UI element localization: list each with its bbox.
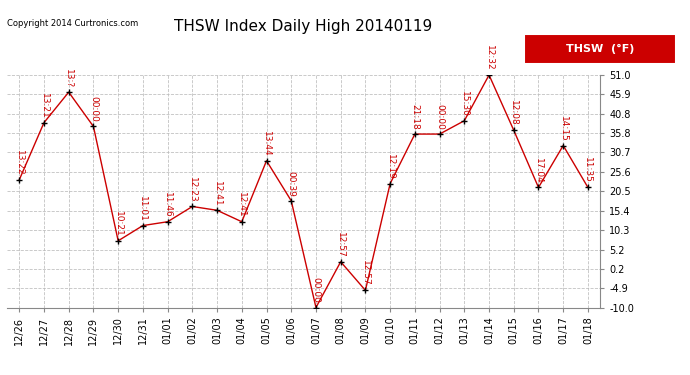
Text: 12:08: 12:08 — [509, 100, 518, 126]
Text: 13:21: 13:21 — [39, 93, 48, 118]
Text: 12:19: 12:19 — [386, 154, 395, 180]
Text: 12:57: 12:57 — [361, 260, 370, 286]
Text: 10:21: 10:21 — [114, 211, 123, 237]
Text: 11:35: 11:35 — [584, 158, 593, 183]
Text: 12:41: 12:41 — [213, 180, 221, 206]
Text: 11:01: 11:01 — [139, 195, 148, 221]
Text: 00:00: 00:00 — [89, 96, 98, 122]
Text: 12:41: 12:41 — [237, 192, 246, 217]
Text: 13:44: 13:44 — [262, 131, 271, 157]
Text: 17:04: 17:04 — [534, 158, 543, 183]
Text: 11:46: 11:46 — [163, 192, 172, 217]
Text: THSW Index Daily High 20140119: THSW Index Daily High 20140119 — [175, 19, 433, 34]
Text: 15:30: 15:30 — [460, 91, 469, 117]
Text: 21:18: 21:18 — [411, 104, 420, 130]
Text: THSW  (°F): THSW (°F) — [566, 44, 635, 54]
Text: 00:00: 00:00 — [435, 104, 444, 130]
Text: 14:15: 14:15 — [559, 116, 568, 141]
Text: Copyright 2014 Curtronics.com: Copyright 2014 Curtronics.com — [7, 19, 138, 28]
Text: 12:32: 12:32 — [484, 45, 493, 71]
Text: 12:23: 12:23 — [188, 177, 197, 203]
Text: 00:39: 00:39 — [287, 171, 296, 196]
Text: 12:57: 12:57 — [336, 232, 345, 258]
Text: 13:?: 13:? — [64, 69, 73, 88]
Text: 00:00: 00:00 — [311, 278, 320, 303]
Text: 13:22: 13:22 — [14, 150, 23, 176]
